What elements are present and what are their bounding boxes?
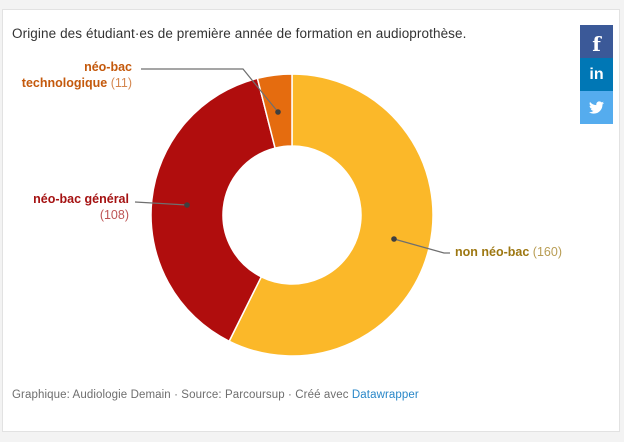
chart-title: Origine des étudiant·es de première anné… [12,26,467,41]
callout-connectors [134,68,450,254]
chart-embed-card: Origine des étudiant·es de première anné… [2,9,620,432]
facebook-icon: f [592,31,601,56]
callout-line-neo-bac-technologique [141,68,279,113]
slice-label-text: néo-bac général [33,192,129,206]
callout-dot-neo-bac-general [184,202,190,208]
twitter-share-button[interactable] [580,91,613,124]
slice-label-text: néo-bac technologique [21,60,132,90]
callout-dot-neo-bac-technologique [275,109,281,115]
donut-slice-n-o-bac-g-n-ral[interactable] [150,77,276,343]
attribution-footer: Graphique: Audiologie Demain · Source: P… [12,389,419,401]
donut-slice-n-o-bac-technologique[interactable] [256,73,293,150]
callout-dot-non-neo-bac [391,236,397,242]
slice-label-neo-bac-general: néo-bac général (108) [24,192,129,223]
slice-value: (108) [99,207,129,222]
slice-value: (160) [532,245,562,259]
linkedin-share-button[interactable]: in [580,58,613,91]
donut-slice-non-n-o-bac[interactable] [228,73,434,357]
slice-label-text: non néo-bac [455,245,530,259]
slice-label-neo-bac-technologique: néo-bac technologique (11) [20,60,132,91]
twitter-bird-icon [589,101,605,114]
slice-label-non-neo-bac: non néo-bac (160) [455,245,562,261]
callout-line-neo-bac-general [134,201,188,206]
slice-value: (11) [110,75,132,90]
social-share-bar: f in [580,25,613,124]
callout-line-non-neo-bac [393,238,450,254]
donut-chart [134,68,450,357]
attribution-text: Graphique: Audiologie Demain · Source: P… [12,389,349,401]
datawrapper-link[interactable]: Datawrapper [351,389,419,401]
facebook-share-button[interactable]: f [580,25,613,58]
linkedin-icon: in [589,65,604,83]
